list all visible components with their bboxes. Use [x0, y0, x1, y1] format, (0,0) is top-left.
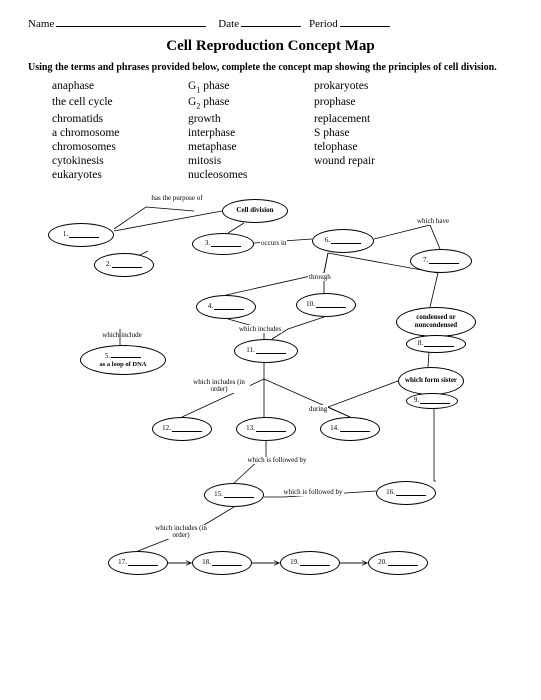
term-item: S phase: [314, 127, 434, 139]
connector-label: which is followed by: [246, 457, 308, 464]
name-blank[interactable]: [56, 26, 206, 27]
map-node-n17[interactable]: 17.: [108, 551, 168, 575]
term-item: prokaryotes: [314, 80, 434, 94]
connector-label: during: [308, 405, 328, 413]
concept-map: Cell division 1. 2. 3. 6. 7. 4. 10. condensed or…: [28, 187, 513, 617]
term-item: mitosis: [188, 155, 308, 167]
term-item: growth: [188, 113, 308, 125]
date-label: Date: [218, 18, 239, 30]
term-item: replacement: [314, 113, 434, 125]
connector-label: which includes: [238, 325, 282, 333]
map-node-n6[interactable]: 6.: [312, 229, 374, 253]
connector-label: which is followed by: [282, 489, 344, 496]
map-node-n18[interactable]: 18.: [192, 551, 252, 575]
map-node-n11[interactable]: 11.: [234, 339, 298, 363]
term-item: eukaryotes: [52, 169, 182, 181]
connector-label: through: [308, 273, 332, 281]
period-label: Period: [309, 18, 338, 30]
period-blank[interactable]: [340, 26, 390, 27]
term-item: the cell cycle: [52, 96, 182, 110]
name-label: Name: [28, 18, 54, 30]
connector-label: occurs in: [260, 239, 287, 247]
map-node-n7[interactable]: 7.: [410, 249, 472, 273]
page-title: Cell Reproduction Concept Map: [28, 38, 513, 55]
term-item: interphase: [188, 127, 308, 139]
map-node-n3[interactable]: 3.: [192, 233, 254, 255]
map-node-n20[interactable]: 20.: [368, 551, 428, 575]
map-node-n16[interactable]: 16.: [376, 481, 436, 505]
connector-label: which includes (in order): [150, 525, 212, 539]
instructions: Using the terms and phrases provided bel…: [28, 61, 513, 74]
worksheet-page: Name Date Period Cell Reproduction Conce…: [0, 0, 541, 635]
term-item: G2 phase: [188, 96, 308, 110]
term-item: chromatids: [52, 113, 182, 125]
map-node-which-include-box: which include: [92, 329, 152, 343]
term-item: [314, 169, 434, 181]
map-node-n9[interactable]: 9.: [406, 393, 458, 409]
term-item: G1 phase: [188, 80, 308, 94]
connector-label: which have: [416, 217, 450, 225]
map-node-n13[interactable]: 13.: [236, 417, 296, 441]
map-node-n4[interactable]: 4.: [196, 295, 256, 319]
map-node-n1[interactable]: 1.: [48, 223, 114, 247]
map-node-condensed: condensed or noncondensed: [396, 307, 476, 337]
term-item: a chromosome: [52, 127, 182, 139]
term-item: nucleosomes: [188, 169, 308, 181]
term-item: cytokinesis: [52, 155, 182, 167]
term-item: metaphase: [188, 141, 308, 153]
map-node-sister: which form sister: [398, 367, 464, 395]
term-item: telophase: [314, 141, 434, 153]
term-item: prophase: [314, 96, 434, 110]
map-node-n12[interactable]: 12.: [152, 417, 212, 441]
map-node-n19[interactable]: 19.: [280, 551, 340, 575]
connector-label: has the purpose of: [146, 195, 208, 202]
term-item: chromosomes: [52, 141, 182, 153]
map-node-n2[interactable]: 2.: [94, 253, 154, 277]
map-node-n8[interactable]: 8.: [406, 335, 466, 353]
map-node-n15[interactable]: 15.: [204, 483, 264, 507]
map-node-n5[interactable]: 5.as a loop of DNA: [80, 345, 166, 375]
map-node-n14[interactable]: 14.: [320, 417, 380, 441]
term-item: wound repair: [314, 155, 434, 167]
connector-label: which includes (in order): [188, 379, 250, 393]
terms-grid: anaphase G1 phase prokaryotes the cell cycl…: [52, 80, 513, 181]
date-blank[interactable]: [241, 26, 301, 27]
header-fields: Name Date Period: [28, 18, 513, 30]
map-node-n10[interactable]: 10.: [296, 293, 356, 317]
term-item: anaphase: [52, 80, 182, 94]
map-node-cell-division: Cell division: [222, 199, 288, 223]
